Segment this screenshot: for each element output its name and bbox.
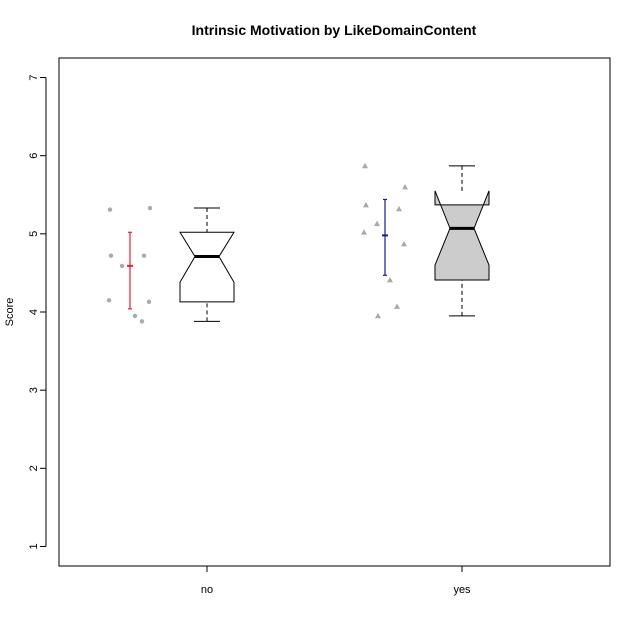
y-tick-label: 1	[28, 543, 40, 549]
y-tick-label: 2	[28, 465, 40, 471]
y-tick-label: 6	[28, 153, 40, 159]
y-tick-label: 3	[28, 387, 40, 393]
data-point-yes	[396, 205, 402, 212]
data-point-yes	[401, 241, 407, 247]
data-point-yes	[362, 162, 368, 169]
data-point-yes	[363, 201, 369, 208]
data-point-no	[146, 299, 152, 305]
data-point-yes	[374, 220, 380, 227]
plot-frame	[58, 57, 611, 567]
x-axis: no yes	[201, 566, 471, 596]
x-tick-label-no: no	[201, 584, 213, 596]
data-point-no	[141, 253, 147, 258]
data-point-no	[139, 319, 145, 324]
y-axis: 1 2 3 4 5 6 7	[28, 74, 47, 550]
data-point-yes	[375, 312, 381, 319]
chart-marks	[106, 162, 490, 324]
data-point-no	[108, 253, 114, 258]
data-point-no	[119, 263, 125, 269]
data-point-yes	[361, 229, 367, 235]
data-point-no	[106, 298, 112, 303]
y-axis-label: Score	[4, 298, 16, 327]
y-tick-label: 7	[28, 74, 40, 80]
chart-title: Intrinsic Motivation by LikeDomainConten…	[192, 22, 477, 38]
box-no	[179, 231, 235, 303]
data-point-no	[107, 207, 113, 212]
data-point-no	[132, 313, 138, 319]
data-point-no	[147, 205, 153, 211]
x-tick-label-yes: yes	[453, 584, 471, 596]
data-point-yes	[394, 303, 400, 309]
y-tick-label: 5	[28, 231, 40, 237]
y-tick-label: 4	[28, 309, 40, 315]
box-yes	[434, 190, 490, 281]
data-point-yes	[387, 276, 393, 283]
data-point-yes	[402, 183, 408, 190]
